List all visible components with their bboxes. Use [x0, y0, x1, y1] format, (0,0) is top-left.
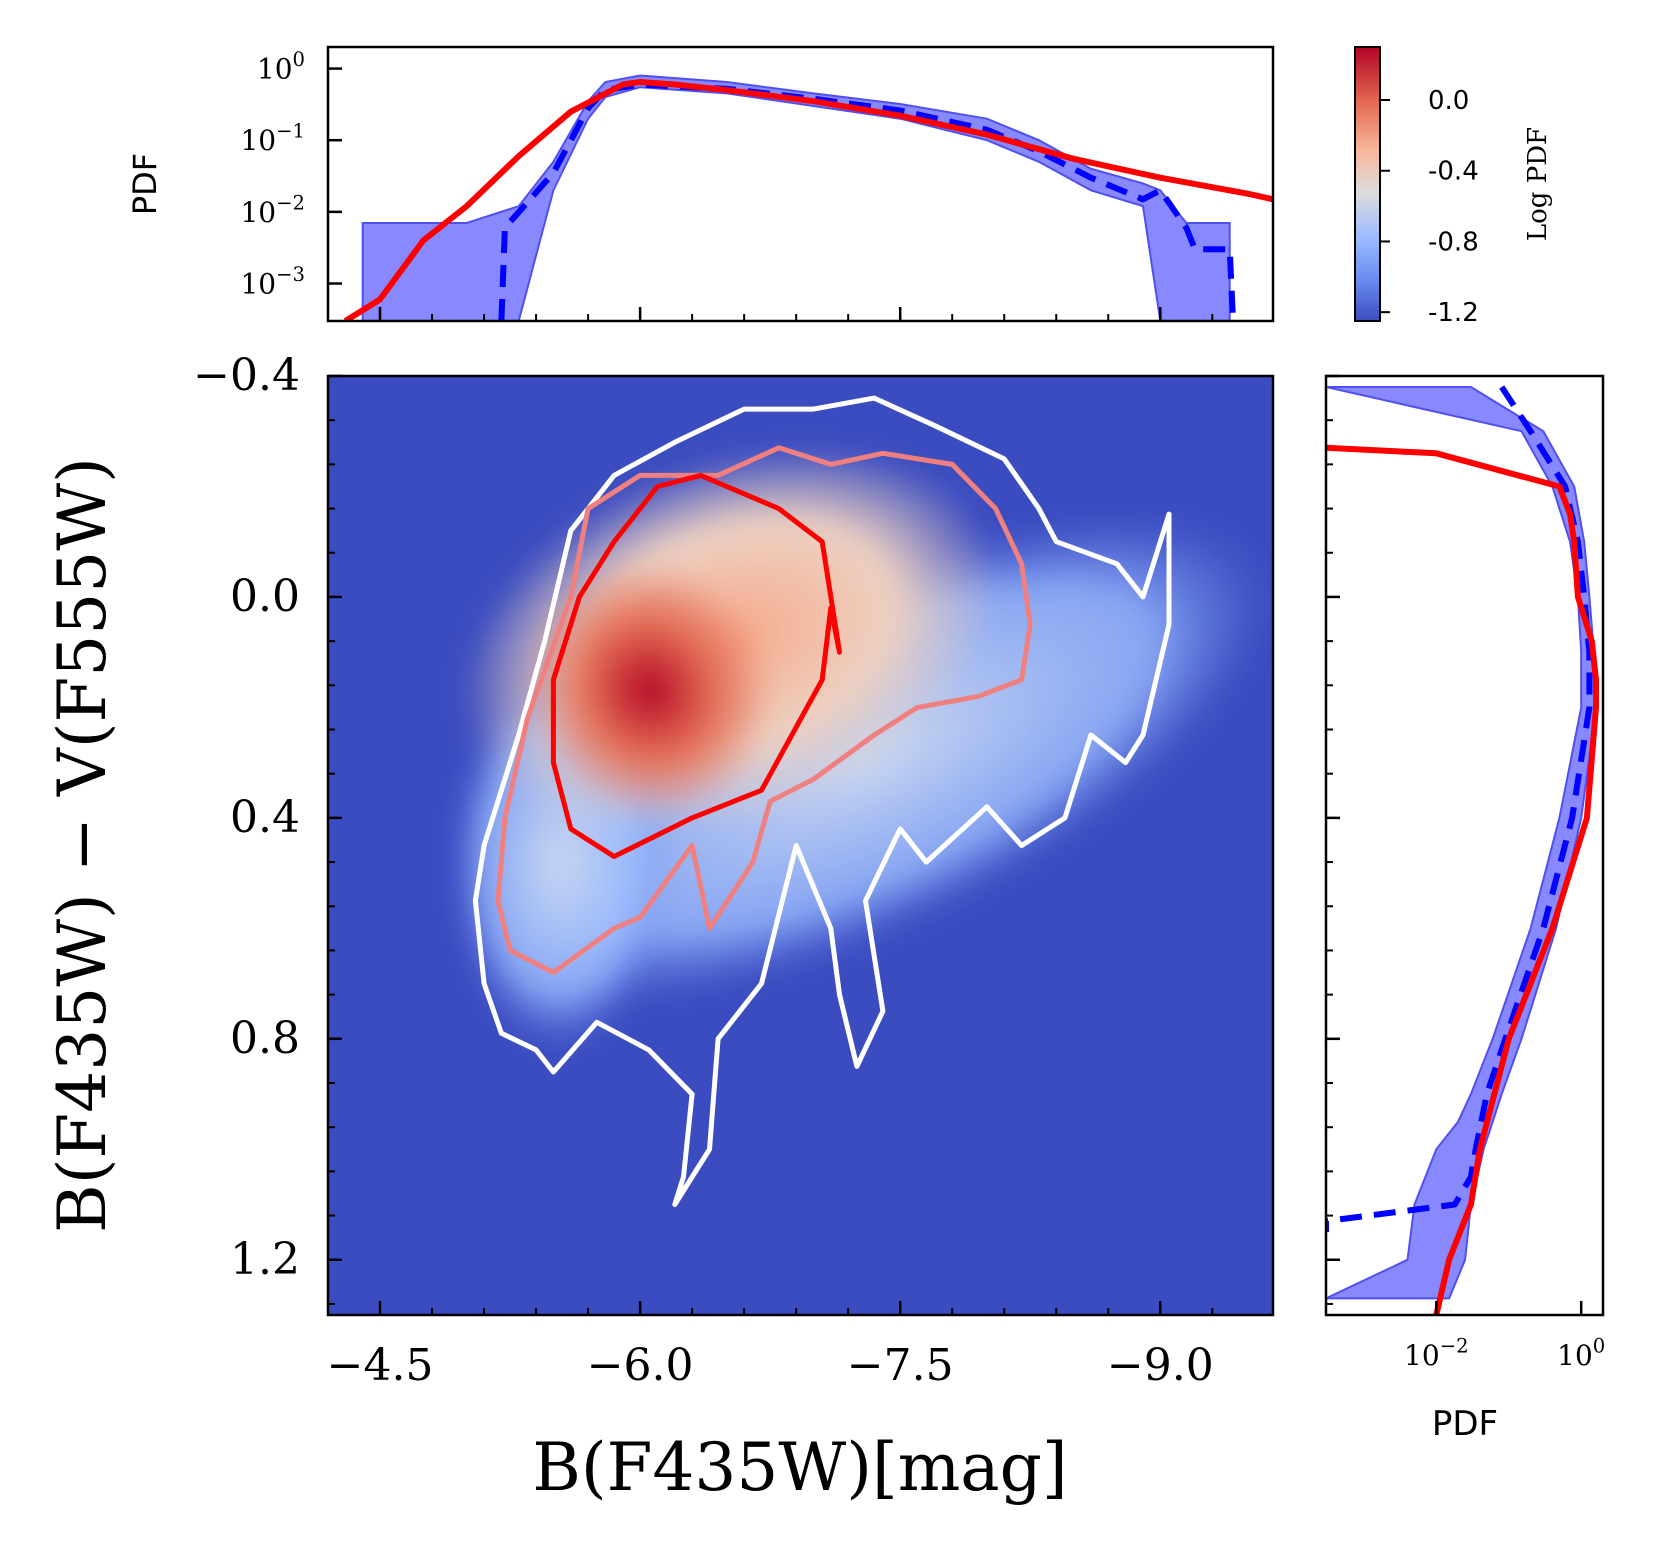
top-ytick-label: 10−2 — [240, 191, 305, 229]
main-xtick-label: −7.5 — [847, 1340, 954, 1391]
right-solid-line — [1326, 444, 1599, 1315]
main-panel: −4.5 −6.0 −7.5 −9.0 −0.4 0.0 0.4 0.8 1.2 B(F435W… — [44, 350, 1340, 1506]
colorbar-frame — [1354, 46, 1381, 322]
right-xtick-label: 100 — [1557, 1334, 1605, 1372]
heatmap-density — [328, 376, 1273, 1315]
top-dashed-line — [498, 81, 1237, 321]
top-solid-line — [343, 79, 1273, 321]
right-frame — [1324, 374, 1605, 1317]
main-ytick-label: −0.4 — [193, 350, 300, 401]
main-xlabel: B(F435W)[mag] — [532, 1429, 1067, 1506]
colorbar-tick-label: -0.4 — [1428, 157, 1479, 187]
main-ylabel: B(F435W) − V(F555W) — [44, 457, 121, 1233]
main-frame — [326, 374, 1275, 1317]
main-ytick-label: 0.8 — [230, 1013, 300, 1064]
right-marginal-panel: 10−2 100 PDF — [1324, 374, 1605, 1444]
contour-inner — [550, 472, 842, 859]
right-ticks: 10−2 100 — [1404, 1301, 1605, 1372]
main-ticks: −4.5 −6.0 −7.5 −9.0 −0.4 0.0 0.4 0.8 1.2 — [193, 350, 1340, 1391]
colorbar-ticks: 0.0 -0.4 -0.8 -1.2 — [1380, 86, 1479, 328]
main-xtick-label: −4.5 — [327, 1340, 434, 1391]
colorbar: 0.0 -0.4 -0.8 -1.2 Log PDF — [1354, 46, 1553, 328]
top-band — [361, 74, 1231, 321]
main-ytick-label: 1.2 — [230, 1234, 300, 1285]
right-xtick-label: 10−2 — [1404, 1334, 1469, 1372]
colorbar-tick-label: -1.2 — [1428, 298, 1479, 328]
density-core — [528, 561, 772, 819]
right-xlabel: PDF — [1432, 1404, 1498, 1444]
top-frame — [326, 45, 1275, 323]
right-band — [1326, 386, 1598, 1300]
contour-middle — [495, 445, 1033, 975]
right-dashed-line — [1326, 385, 1593, 1233]
right-marginal-series — [1326, 385, 1599, 1315]
colorbar-tick-label: 0.0 — [1428, 86, 1469, 116]
top-ytick-label: 10−3 — [240, 263, 305, 301]
main-ytick-label: 0.0 — [230, 571, 300, 622]
top-marginal-series — [343, 74, 1273, 321]
main-xtick-label: −9.0 — [1107, 1340, 1214, 1391]
colorbar-gradient — [1355, 47, 1380, 321]
contour-outer — [472, 395, 1172, 1207]
top-ytick-label: 10−1 — [240, 120, 305, 158]
colorbar-label: Log PDF — [1523, 127, 1553, 241]
top-ticks: 100 10−1 10−2 10−3 — [240, 48, 1214, 321]
contour-group — [472, 395, 1172, 1207]
top-ylabel: PDF — [126, 153, 164, 215]
main-xtick-label: −6.0 — [587, 1340, 694, 1391]
colorbar-tick-label: -0.8 — [1428, 227, 1479, 257]
top-marginal-panel: 100 10−1 10−2 10−3 PDF — [126, 45, 1275, 323]
top-ytick-label: 100 — [257, 48, 305, 86]
main-ytick-label: 0.4 — [230, 792, 300, 843]
